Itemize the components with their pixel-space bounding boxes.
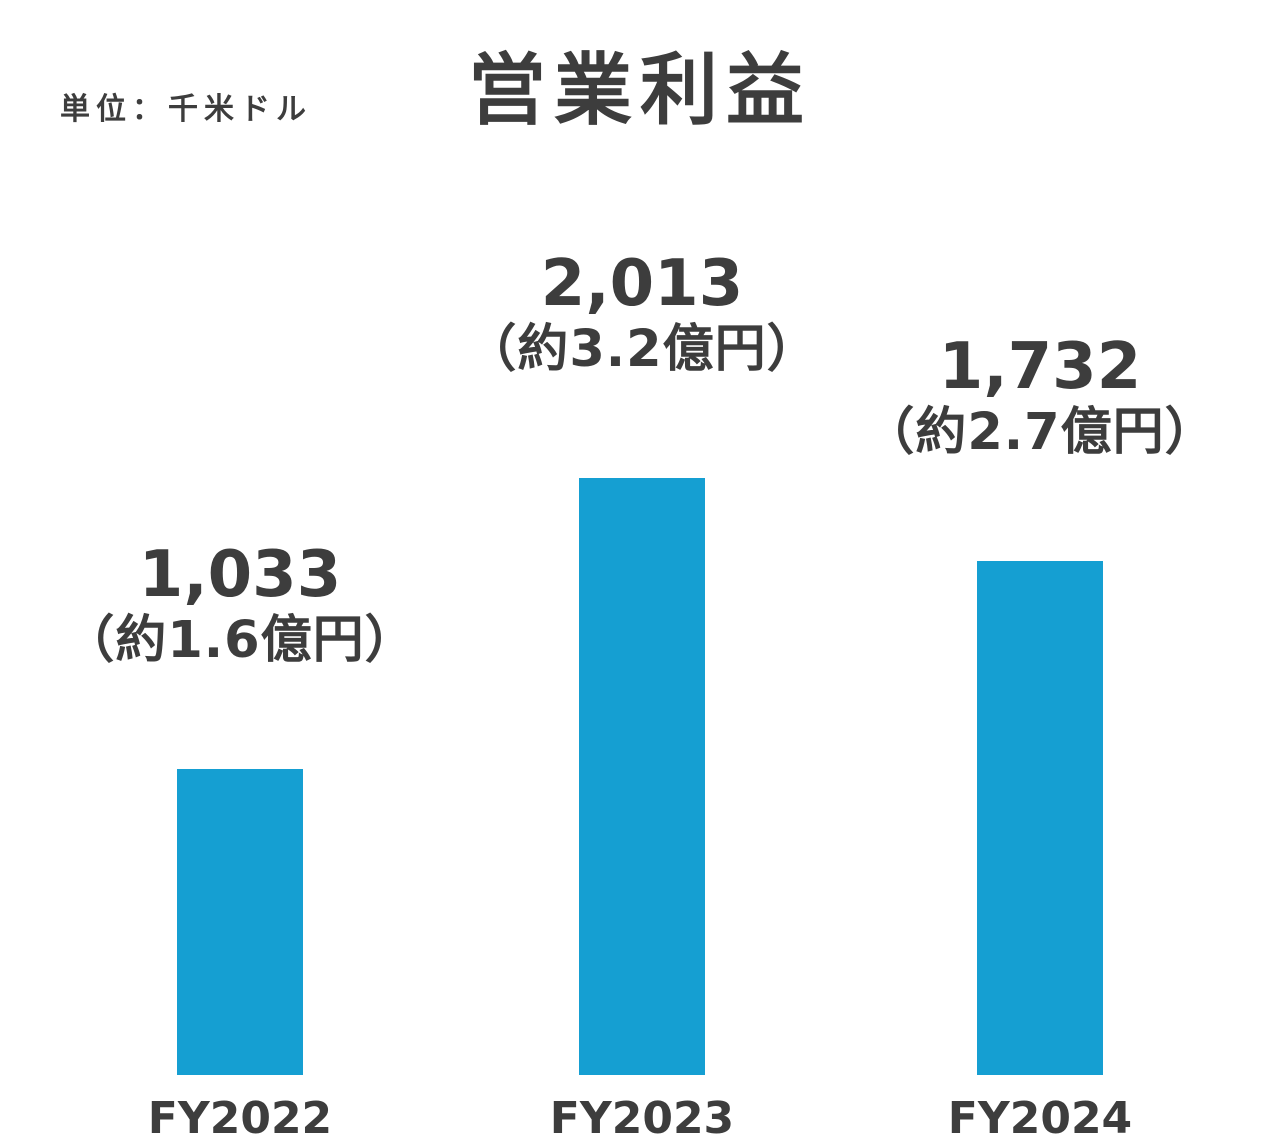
bar-fy2024 bbox=[977, 561, 1103, 1075]
chart-title: 営業利益 bbox=[467, 46, 812, 136]
bar-group-fy2024: 1,732 （約2.7億円） FY2024 bbox=[800, 150, 1280, 1148]
bar-chart: 1,033 （約1.6億円） FY2022 2,013 （約3.2億円） FY2… bbox=[0, 150, 1280, 1148]
bar-subvalue-fy2023: （約3.2億円） bbox=[465, 319, 819, 379]
bar-subvalue-fy2022: （約1.6億円） bbox=[63, 610, 417, 670]
bar-subvalue-fy2024: （約2.7億円） bbox=[863, 402, 1217, 462]
bar-fy2023 bbox=[579, 478, 705, 1075]
bar-value-label-fy2022: 1,033 （約1.6億円） bbox=[0, 540, 480, 669]
bar-value-label-fy2023: 2,013 （約3.2億円） bbox=[402, 249, 882, 378]
bar-value-fy2023: 2,013 bbox=[540, 247, 744, 322]
category-label-fy2023: FY2023 bbox=[549, 1093, 735, 1144]
bar-group-fy2023: 2,013 （約3.2億円） FY2023 bbox=[402, 150, 882, 1148]
bar-fy2022 bbox=[177, 769, 303, 1075]
bar-value-fy2022: 1,033 bbox=[138, 538, 342, 613]
unit-label: 単位：千米ドル bbox=[60, 92, 312, 127]
bar-group-fy2022: 1,033 （約1.6億円） FY2022 bbox=[0, 150, 480, 1148]
bar-value-fy2024: 1,732 bbox=[938, 330, 1142, 405]
category-label-fy2022: FY2022 bbox=[147, 1093, 333, 1144]
bar-value-label-fy2024: 1,732 （約2.7億円） bbox=[800, 332, 1280, 461]
category-label-fy2024: FY2024 bbox=[947, 1093, 1133, 1144]
